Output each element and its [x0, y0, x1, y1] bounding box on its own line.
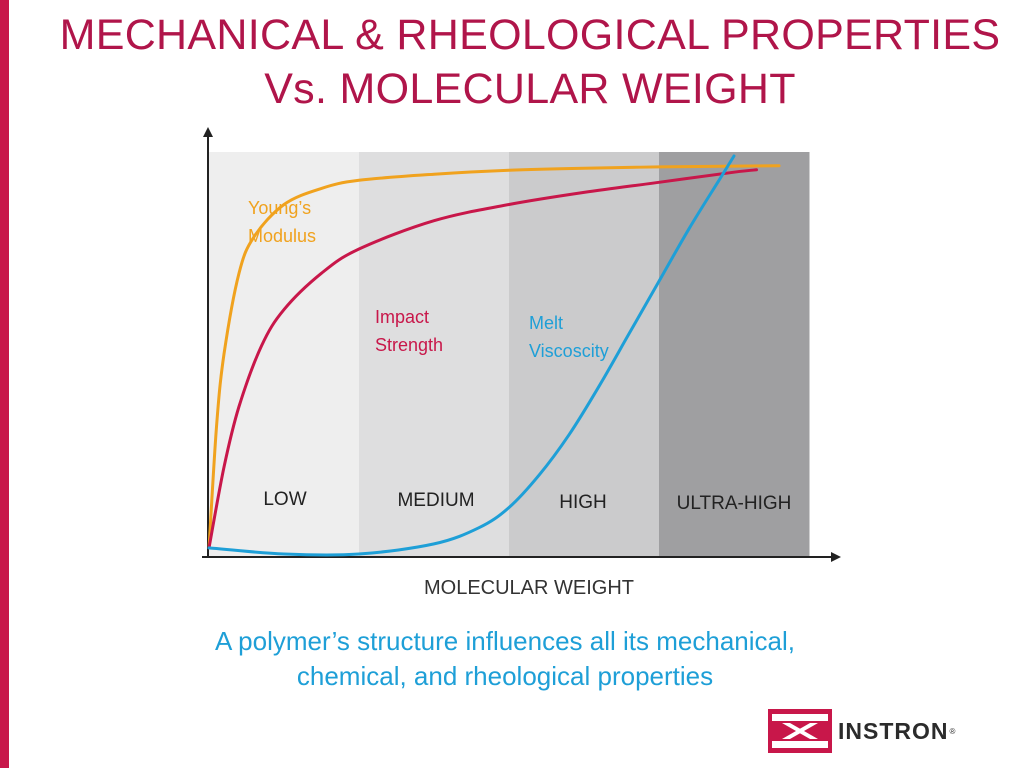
region-label-ultra-high: ULTRA-HIGH [677, 493, 792, 514]
series-line-melt-viscoscity [207, 154, 736, 557]
instron-logo-mark [768, 709, 832, 753]
logo-registered-mark: ® [949, 726, 956, 736]
slide-title: MECHANICAL & RHEOLOGICAL PROPERTIES Vs. … [30, 8, 1024, 116]
title-line-1: MECHANICAL & RHEOLOGICAL PROPERTIES [59, 11, 1001, 59]
region-label-medium: MEDIUM [397, 490, 474, 511]
region-labels: LOW MEDIUM HIGH ULTRA-HIGH [263, 489, 791, 514]
title-line-2: Vs. MOLECULAR WEIGHT [264, 65, 796, 113]
region-band-high [509, 152, 660, 556]
molecular-weight-chart: LOW MEDIUM HIGH ULTRA-HIGH Young’s Modulus Im… [202, 127, 841, 599]
series-label-impact-strength: Impact Strength [375, 307, 443, 355]
region-label-high: HIGH [559, 492, 607, 513]
series-label-melt-viscoscity: Melt Viscoscity [529, 313, 609, 361]
logo-wordmark: INSTRON [838, 717, 949, 744]
series-lines [207, 154, 781, 557]
region-bands [209, 152, 810, 556]
left-accent-bar [0, 0, 9, 768]
instron-logo: INSTRON ® [768, 708, 955, 754]
series-labels: Young’s Modulus Impact Strength Melt Viscosci… [248, 198, 609, 361]
series-line-young-s-modulus [207, 164, 781, 550]
region-band-low [209, 152, 360, 556]
region-label-low: LOW [263, 489, 306, 510]
series-label-young-s-modulus: Young’s Modulus [248, 198, 316, 246]
chart-axes [202, 127, 841, 562]
y-axis-arrow [203, 127, 213, 137]
caption: A polymer’s structure influences all its… [120, 624, 890, 694]
caption-line-1: A polymer’s structure influences all its… [215, 626, 795, 656]
x-axis-label: MOLECULAR WEIGHT [424, 577, 634, 599]
series-line-impact-strength [207, 168, 758, 550]
region-band-ultra-high [659, 152, 810, 556]
x-axis-arrow [831, 552, 841, 562]
caption-line-2: chemical, and rheological properties [296, 661, 714, 691]
